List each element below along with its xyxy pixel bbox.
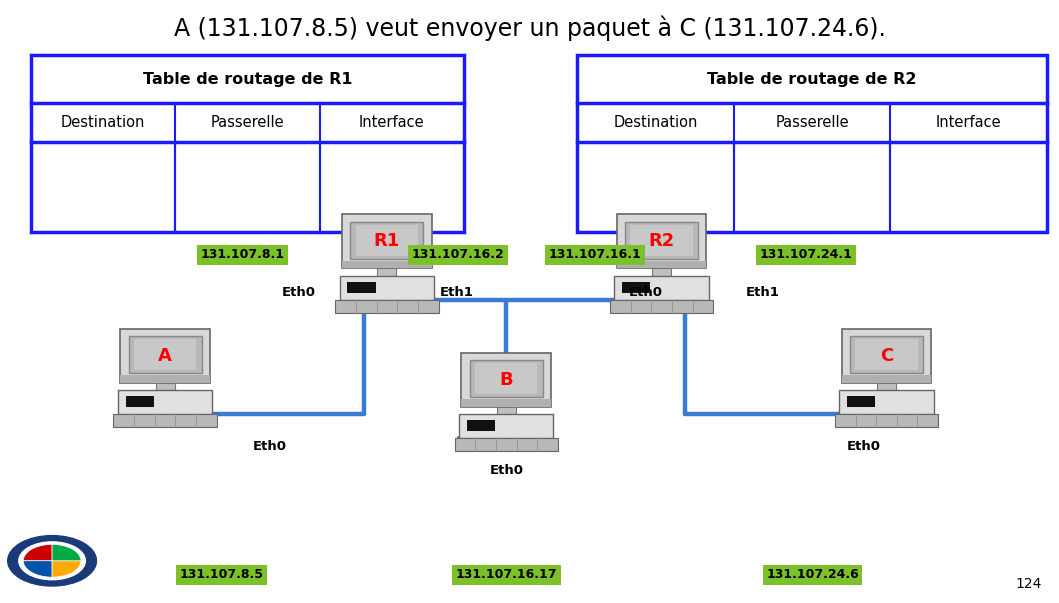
- Text: Passerelle: Passerelle: [775, 115, 849, 130]
- Bar: [340, 276, 434, 300]
- Text: 131.107.24.6: 131.107.24.6: [767, 568, 859, 581]
- Bar: [454, 438, 558, 451]
- Text: 131.107.8.1: 131.107.8.1: [200, 248, 284, 261]
- Bar: [336, 300, 438, 313]
- Bar: [616, 261, 706, 268]
- Text: 124: 124: [1016, 577, 1042, 591]
- Text: Table de routage de R1: Table de routage de R1: [143, 72, 353, 87]
- Bar: [128, 336, 201, 373]
- Bar: [652, 268, 671, 276]
- Bar: [121, 375, 210, 382]
- Bar: [377, 268, 396, 276]
- Bar: [126, 396, 154, 407]
- Bar: [842, 375, 932, 382]
- Text: A (131.107.8.5) veut envoyer un paquet à C (131.107.24.6).: A (131.107.8.5) veut envoyer un paquet à…: [174, 16, 885, 41]
- Text: Eth0: Eth0: [846, 440, 880, 453]
- Text: Eth0: Eth0: [489, 464, 523, 477]
- Text: Eth1: Eth1: [439, 286, 473, 299]
- Bar: [113, 414, 217, 427]
- Text: Table de routage de R2: Table de routage de R2: [707, 72, 917, 87]
- Bar: [462, 399, 551, 406]
- Text: 131.107.16.17: 131.107.16.17: [455, 568, 557, 581]
- Text: Destination: Destination: [613, 115, 698, 130]
- Text: Destination: Destination: [61, 115, 145, 130]
- Bar: [467, 420, 495, 431]
- Text: 131.107.8.5: 131.107.8.5: [179, 568, 263, 581]
- Bar: [351, 222, 424, 259]
- Text: R2: R2: [648, 233, 675, 250]
- Bar: [460, 414, 554, 438]
- Bar: [497, 406, 516, 414]
- Bar: [347, 282, 376, 293]
- Text: Eth0: Eth0: [253, 440, 287, 453]
- Text: B: B: [500, 370, 513, 388]
- Text: Interface: Interface: [359, 115, 425, 130]
- Bar: [156, 382, 175, 390]
- Circle shape: [19, 542, 86, 579]
- Bar: [577, 55, 1047, 233]
- Bar: [834, 414, 938, 427]
- Text: A: A: [158, 347, 172, 365]
- Bar: [470, 360, 542, 397]
- Bar: [31, 55, 464, 233]
- Bar: [610, 300, 713, 313]
- Text: 131.107.24.1: 131.107.24.1: [759, 248, 852, 261]
- Text: R1: R1: [374, 233, 400, 250]
- Text: C: C: [880, 347, 893, 365]
- Bar: [133, 339, 196, 370]
- Text: 131.107.16.1: 131.107.16.1: [549, 248, 642, 261]
- Bar: [342, 215, 432, 268]
- Text: Eth1: Eth1: [746, 286, 779, 299]
- Bar: [121, 329, 210, 382]
- Wedge shape: [52, 561, 80, 577]
- Bar: [342, 261, 432, 268]
- Bar: [616, 215, 706, 268]
- Bar: [840, 390, 934, 414]
- Bar: [856, 339, 918, 370]
- Bar: [630, 225, 693, 256]
- Text: Passerelle: Passerelle: [211, 115, 284, 130]
- Bar: [625, 222, 698, 259]
- Bar: [877, 382, 896, 390]
- Text: 131.107.16.2: 131.107.16.2: [411, 248, 504, 261]
- Circle shape: [7, 535, 96, 586]
- Wedge shape: [23, 561, 52, 577]
- Bar: [614, 276, 708, 300]
- Bar: [475, 363, 537, 394]
- Bar: [118, 390, 212, 414]
- Wedge shape: [23, 545, 52, 561]
- Bar: [847, 396, 875, 407]
- Text: Eth0: Eth0: [629, 286, 663, 299]
- Text: Eth0: Eth0: [282, 286, 317, 299]
- Bar: [462, 353, 551, 406]
- Bar: [850, 336, 923, 373]
- Bar: [356, 225, 418, 256]
- Bar: [842, 329, 932, 382]
- Bar: [622, 282, 650, 293]
- Wedge shape: [52, 545, 80, 561]
- Text: Interface: Interface: [936, 115, 1002, 130]
